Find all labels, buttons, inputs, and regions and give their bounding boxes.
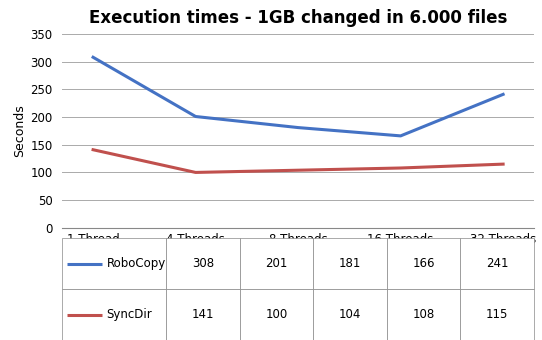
Title: Execution times - 1GB changed in 6.000 files: Execution times - 1GB changed in 6.000 f… [89,9,507,27]
Text: SyncDir: SyncDir [106,308,152,321]
Text: RoboCopy: RoboCopy [106,257,166,270]
Y-axis label: Seconds: Seconds [13,104,26,157]
